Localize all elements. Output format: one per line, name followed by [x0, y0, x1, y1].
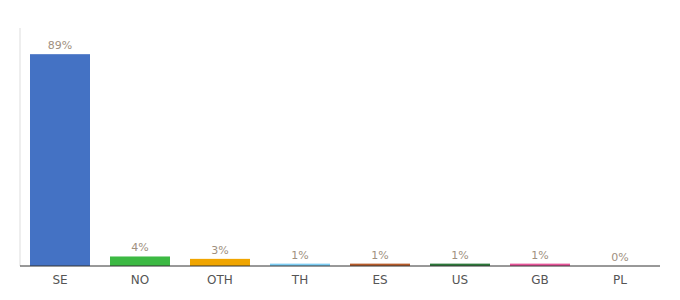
- x-tick-label: ES: [372, 273, 387, 287]
- x-tick-label: SE: [52, 273, 67, 287]
- data-label: 89%: [48, 39, 72, 52]
- bars: [30, 54, 570, 266]
- data-label: 1%: [531, 249, 548, 262]
- x-tick-label: NO: [131, 273, 149, 287]
- y-axis-line: [20, 28, 21, 266]
- x-tick-label: TH: [291, 273, 308, 287]
- bar: [190, 259, 250, 266]
- data-label: 1%: [371, 249, 388, 262]
- data-labels: 89% 4% 3% 1% 1% 1% 1% 0%: [48, 39, 629, 264]
- x-tick-label: GB: [531, 273, 549, 287]
- bar: [110, 256, 170, 266]
- data-label: 3%: [211, 244, 228, 257]
- chart-container: 89% 4% 3% 1% 1% 1% 1% 0% SE NO OTH TH ES US GB PL: [0, 0, 680, 300]
- chart-svg: 89% 4% 3% 1% 1% 1% 1% 0% SE NO OTH TH ES US GB PL: [0, 0, 680, 300]
- x-axis-line: [20, 266, 660, 267]
- data-label: 4%: [131, 241, 148, 254]
- data-label: 1%: [451, 249, 468, 262]
- data-label: 0%: [611, 251, 628, 264]
- bar: [30, 54, 90, 266]
- x-tick-label: OTH: [207, 273, 233, 287]
- x-tick-labels: SE NO OTH TH ES US GB PL: [52, 273, 627, 287]
- x-tick-label: PL: [613, 273, 627, 287]
- data-label: 1%: [291, 249, 308, 262]
- x-tick-label: US: [452, 273, 468, 287]
